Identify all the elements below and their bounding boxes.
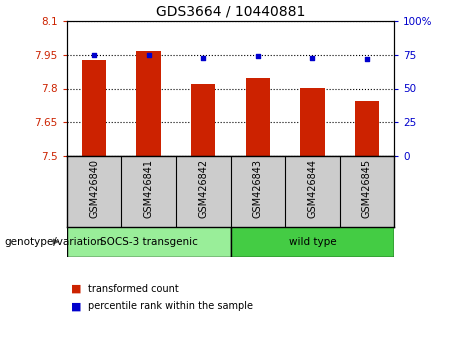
Point xyxy=(254,53,261,59)
Bar xyxy=(246,79,270,156)
Text: genotype/variation: genotype/variation xyxy=(5,236,104,247)
Bar xyxy=(191,84,215,156)
Text: transformed count: transformed count xyxy=(88,284,178,293)
Bar xyxy=(67,227,230,257)
Bar xyxy=(355,101,379,156)
Bar xyxy=(82,60,106,156)
Point xyxy=(363,56,371,62)
Text: GSM426844: GSM426844 xyxy=(307,159,317,218)
Bar xyxy=(136,51,161,156)
Text: wild type: wild type xyxy=(289,236,336,247)
Text: GSM426841: GSM426841 xyxy=(144,159,154,218)
Point xyxy=(200,55,207,61)
Point xyxy=(90,52,98,58)
Point xyxy=(308,55,316,61)
Text: GSM426845: GSM426845 xyxy=(362,159,372,218)
Text: GSM426842: GSM426842 xyxy=(198,159,208,218)
Text: ■: ■ xyxy=(71,284,82,293)
Point xyxy=(145,52,152,58)
Text: GSM426843: GSM426843 xyxy=(253,159,263,218)
Text: GSM426840: GSM426840 xyxy=(89,159,99,218)
Bar xyxy=(230,227,394,257)
Text: ■: ■ xyxy=(71,301,82,311)
Title: GDS3664 / 10440881: GDS3664 / 10440881 xyxy=(156,5,305,19)
Text: percentile rank within the sample: percentile rank within the sample xyxy=(88,301,253,311)
Text: SOCS-3 transgenic: SOCS-3 transgenic xyxy=(100,236,198,247)
Bar xyxy=(300,88,325,156)
